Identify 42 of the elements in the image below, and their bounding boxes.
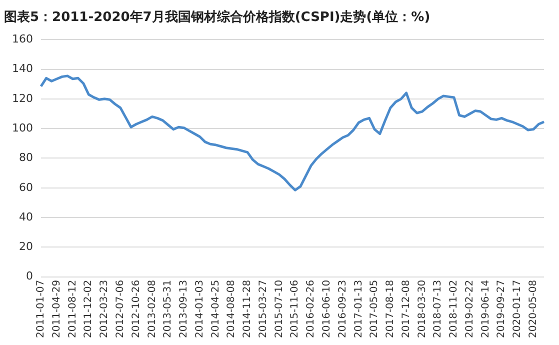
x-tick-label: 2012-07-06 <box>115 280 126 338</box>
x-tick-label: 2014-11-28 <box>242 280 254 338</box>
x-tick-label: 2012-10-26 <box>130 280 142 338</box>
x-tick-label: 2014-04-25 <box>210 280 222 338</box>
x-tick-label: 2016-06-10 <box>322 280 333 338</box>
x-tick-label: 2013-05-31 <box>162 280 174 338</box>
x-tick-label: 2014-01-03 <box>194 280 206 338</box>
y-tick-label: 160 <box>12 32 33 46</box>
x-tick-label: 2015-11-06 <box>290 280 301 338</box>
x-tick-label: 2013-09-13 <box>178 280 190 338</box>
y-tick-label: 80 <box>18 151 33 164</box>
y-tick-label: 120 <box>12 92 33 105</box>
x-tick-label: 2020-05-08 <box>528 280 540 338</box>
x-tick-label: 2012-03-23 <box>99 280 110 338</box>
x-tick-label: 2019-09-27 <box>496 280 508 338</box>
x-tick-label: 2017-12-08 <box>400 280 412 338</box>
x-tick-label: 2016-09-23 <box>337 280 348 338</box>
x-tick-label: 2017-01-13 <box>353 280 364 338</box>
y-tick-label: 60 <box>18 180 33 194</box>
x-tick-label: 2016-02-26 <box>306 280 317 338</box>
x-tick-label: 2019-02-22 <box>464 280 476 338</box>
x-tick-label: 2018-07-13 <box>432 280 444 338</box>
x-tick-label: 2017-08-18 <box>385 280 396 338</box>
x-tick-label: 2019-06-14 <box>480 280 492 338</box>
y-tick-label: 0 <box>26 270 33 283</box>
x-tick-label: 2011-12-02 <box>83 280 94 338</box>
chart-title: 图表5：2011-2020年7月我国钢材综合价格指数(CSPI)走势(单位：%) <box>4 9 430 26</box>
x-tick-label: 2015-03-27 <box>258 280 269 338</box>
x-tick-label: 2014-08-08 <box>226 280 238 338</box>
x-tick-label: 2018-11-02 <box>448 280 460 338</box>
y-tick-label: 40 <box>18 210 33 224</box>
x-tick-label: 2017-05-05 <box>369 280 380 338</box>
y-tick-label: 20 <box>18 240 33 254</box>
y-tick-label: 140 <box>12 62 33 76</box>
x-tick-label: 2018-03-30 <box>416 280 428 338</box>
x-tick-label: 2011-04-29 <box>51 280 62 338</box>
x-tick-label: 2015-07-10 <box>274 280 285 338</box>
x-tick-label: 2011-01-07 <box>36 280 47 338</box>
x-tick-label: 2020-01-17 <box>512 280 524 338</box>
y-tick-label: 100 <box>12 121 33 134</box>
x-tick-label: 2013-02-08 <box>146 280 158 338</box>
x-tick-label: 2011-08-12 <box>67 280 78 338</box>
